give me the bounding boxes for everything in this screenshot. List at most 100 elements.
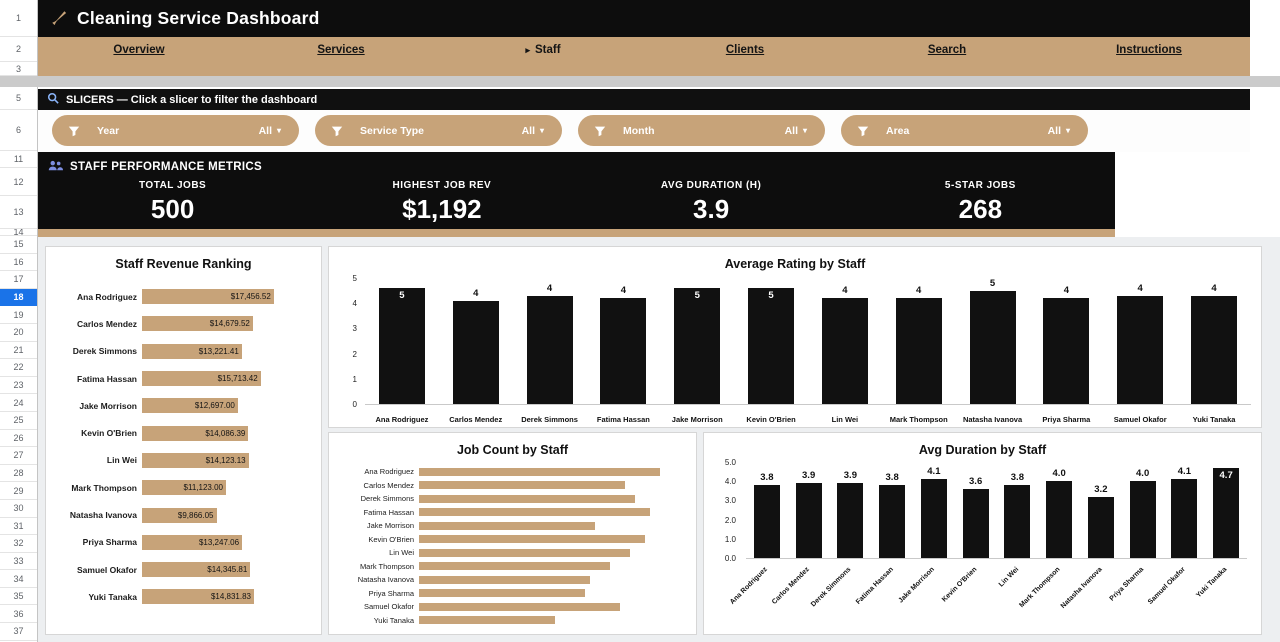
bar-slot: 4 xyxy=(808,285,882,404)
kpi-highest-job-rev: HIGHEST JOB REV $1,192 xyxy=(307,180,576,225)
job-count-row: Priya Sharma xyxy=(337,587,680,601)
row-header-36[interactable]: 36 xyxy=(0,605,37,624)
row-header-26[interactable]: 26 xyxy=(0,429,37,448)
row-header-24[interactable]: 24 xyxy=(0,394,37,412)
row-header-13[interactable]: 13 xyxy=(0,196,37,229)
bar-track: $14,345.81 xyxy=(142,562,311,578)
x-axis-label: Kevin O'Brien xyxy=(746,415,796,424)
row-header-16[interactable]: 16 xyxy=(0,253,37,272)
row-header-29[interactable]: 29 xyxy=(0,482,37,500)
job-count-row: Ana Rodriguez xyxy=(337,465,680,479)
bar-track: $11,123.00 xyxy=(142,480,311,496)
staff-name: Natasha Ivanova xyxy=(357,575,414,585)
row-header-32[interactable]: 32 xyxy=(0,535,37,553)
bar-value-label: 5 xyxy=(694,290,700,302)
row-header-15[interactable]: 15 xyxy=(0,236,37,254)
staff-name: Derek Simmons xyxy=(360,494,414,504)
row-header-28[interactable]: 28 xyxy=(0,464,37,483)
row-header-6[interactable]: 6 xyxy=(0,110,37,151)
job-count-bar xyxy=(419,602,620,611)
row-header-27[interactable]: 27 xyxy=(0,447,37,465)
bar-value-label: 4 xyxy=(916,285,922,297)
slicer-dropdown[interactable]: All ▾ xyxy=(522,125,544,137)
row-header-30[interactable]: 30 xyxy=(0,499,37,518)
row-header-35[interactable]: 35 xyxy=(0,587,37,606)
revenue-value: $14,086.39 xyxy=(205,428,246,438)
staff-name: Samuel Okafor xyxy=(363,602,414,612)
bar-slot: 4 xyxy=(513,283,587,404)
revenue-value: $14,345.81 xyxy=(207,565,248,575)
row-header-33[interactable]: 33 xyxy=(0,552,37,571)
bar-track xyxy=(419,575,680,584)
row-header-1[interactable]: 1 xyxy=(0,0,37,37)
slicer-label: Month xyxy=(623,124,655,137)
bar: 4 xyxy=(895,285,942,404)
slicer-dropdown[interactable]: All ▾ xyxy=(785,125,807,137)
bar: 4 xyxy=(526,283,573,404)
bar-slot: 3.8 xyxy=(871,472,913,558)
dropdown-caret-icon: ▾ xyxy=(276,126,281,135)
chart-avg-duration-by-staff[interactable]: Avg Duration by Staff 0.0 1.0 2.0 3.0 4.0 5.0… xyxy=(703,432,1262,635)
row-header-37[interactable]: 37 xyxy=(0,623,37,641)
bar-track xyxy=(419,616,680,625)
bar-slot: 4.0 xyxy=(1038,468,1080,558)
x-label-slot: Natasha Ivanova xyxy=(956,409,1030,427)
slicer-dropdown[interactable]: All ▾ xyxy=(1048,125,1070,137)
row-header-34[interactable]: 34 xyxy=(0,570,37,588)
nav-item-clients[interactable]: Clients xyxy=(644,44,846,76)
row-header-20[interactable]: 20 xyxy=(0,323,37,342)
row-header-22[interactable]: 22 xyxy=(0,359,37,377)
slicer-year[interactable]: Year All ▾ xyxy=(52,115,299,146)
row-header-17[interactable]: 17 xyxy=(0,271,37,289)
row-header-11[interactable]: 11 xyxy=(0,151,37,168)
row-header-18[interactable]: 18 xyxy=(0,288,37,307)
bar-value-label: 3.8 xyxy=(1010,472,1024,484)
staff-name: Kevin O'Brien xyxy=(81,428,137,439)
revenue-row: Fatima Hassan $15,713.42 xyxy=(50,365,311,392)
job-count-row: Jake Morrison xyxy=(337,519,680,533)
chart-job-count-by-staff[interactable]: Job Count by Staff Ana Rodriguez Carlos M… xyxy=(328,432,697,635)
chart-average-rating-by-staff[interactable]: Average Rating by Staff 0 1 2 3 4 5 5 4 4 4 5 5 4 4 5 4… xyxy=(328,246,1262,428)
revenue-row: Carlos Mendez $14,679.52 xyxy=(50,310,311,337)
revenue-row: Yuki Tanaka $14,831.83 xyxy=(50,583,311,610)
chart-staff-revenue-ranking[interactable]: Staff Revenue Ranking Ana Rodriguez $17,4… xyxy=(45,246,322,635)
row-header-14[interactable]: 14 xyxy=(0,229,37,236)
revenue-value: $15,713.42 xyxy=(217,374,258,384)
revenue-row: Derek Simmons $13,221.41 xyxy=(50,338,311,365)
slicer-month[interactable]: Month All ▾ xyxy=(578,115,825,146)
nav-item-overview[interactable]: Overview xyxy=(38,44,240,76)
bar: 4.1 xyxy=(920,466,947,558)
row-header-23[interactable]: 23 xyxy=(0,376,37,395)
people-icon xyxy=(48,159,63,175)
row-header-25[interactable]: 25 xyxy=(0,411,37,430)
job-count-row: Lin Wei xyxy=(337,546,680,560)
job-count-bar xyxy=(419,562,610,571)
bar-track xyxy=(419,494,680,503)
kpi-label: AVG DURATION (H) xyxy=(660,180,762,191)
nav-item-instructions[interactable]: Instructions xyxy=(1048,44,1250,76)
row-header-21[interactable]: 21 xyxy=(0,341,37,360)
nav-item-services[interactable]: Services xyxy=(240,44,442,76)
bar: 3.8 xyxy=(1004,472,1031,558)
y-tick-label: 5.0 xyxy=(724,458,736,467)
slicer-dropdown[interactable]: All ▾ xyxy=(259,125,281,137)
chart-title: Job Count by Staff xyxy=(456,443,569,457)
revenue-row: Priya Sharma $13,247.06 xyxy=(50,529,311,556)
row-header-31[interactable]: 31 xyxy=(0,517,37,536)
row-header-3[interactable]: 3 xyxy=(0,62,37,76)
nav-item-staff[interactable]: ▸ Staff xyxy=(442,44,644,76)
bar: 4 xyxy=(821,285,868,404)
row-header-2[interactable]: 2 xyxy=(0,37,37,62)
revenue-bar: $14,831.83 xyxy=(142,589,254,605)
row-header-5[interactable]: 5 xyxy=(0,87,37,110)
bar: 4.1 xyxy=(1171,466,1198,558)
x-label-slot: Fatima Hassan xyxy=(586,409,660,427)
slicer-area[interactable]: Area All ▾ xyxy=(841,115,1088,146)
revenue-value: $14,679.52 xyxy=(209,319,250,329)
slicer-service-type[interactable]: Service Type All ▾ xyxy=(315,115,562,146)
nav-item-search[interactable]: Search xyxy=(846,44,1048,76)
row-header-12[interactable]: 12 xyxy=(0,168,37,196)
staff-name: Mark Thompson xyxy=(71,482,137,493)
row-header-19[interactable]: 19 xyxy=(0,306,37,324)
bar: 3.9 xyxy=(795,470,822,558)
